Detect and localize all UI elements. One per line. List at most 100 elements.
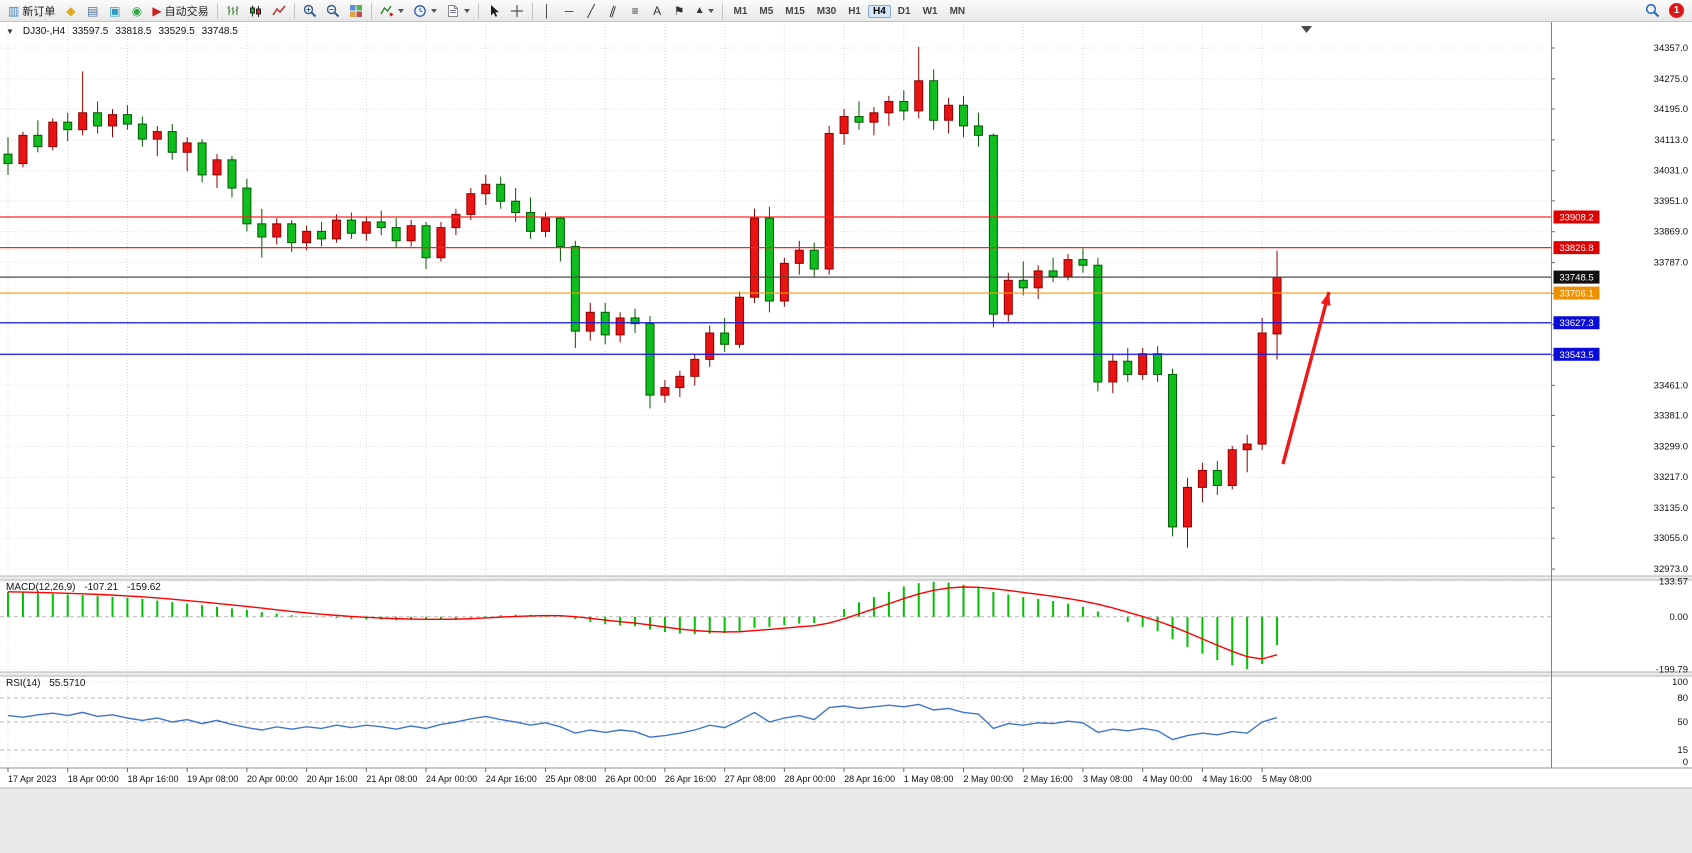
shapes-tool-button[interactable]: ▲	[691, 1, 719, 20]
trendline-tool-button[interactable]: ╱	[581, 1, 602, 20]
timeframe-button-mn[interactable]: MN	[949, 6, 966, 17]
market-watch-button[interactable]: ◆	[60, 1, 81, 20]
zoom-in-button[interactable]	[299, 1, 321, 20]
candle-body	[899, 100, 909, 112]
autotrading-button[interactable]: ▶ 自动交易	[148, 1, 212, 20]
macd-signal-line	[7, 586, 1278, 660]
price-tag-text: 33706.1	[1559, 289, 1593, 300]
candlestick-chart-icon	[249, 5, 261, 17]
candlestick-chart-button[interactable]	[245, 1, 267, 20]
timeframe-button-h1[interactable]: H1	[848, 6, 861, 17]
time-axis-label: 21 Apr 08:00	[366, 774, 417, 784]
templates-button[interactable]	[442, 1, 474, 20]
price-tick-label: 33381.0	[1654, 410, 1688, 421]
macd-scale-label: 0.00	[1670, 612, 1689, 623]
candle-body	[959, 104, 969, 127]
candle-body	[93, 112, 103, 127]
indicators-icon	[379, 5, 393, 16]
price-tick-label: 32973.0	[1654, 564, 1688, 575]
notification-badge[interactable]: 1	[1669, 3, 1684, 18]
candle-body	[137, 123, 147, 140]
price-tag-box	[1553, 347, 1600, 361]
time-axis-label: 27 Apr 08:00	[725, 774, 776, 784]
navigator-button[interactable]: ◉	[126, 1, 147, 20]
market-watch-icon: ◆	[66, 3, 76, 18]
one-click-trading-toggle-icon[interactable]: ▼	[6, 27, 14, 36]
candle-body	[660, 387, 670, 396]
candle-body	[809, 249, 819, 270]
price-tag-box	[1553, 316, 1600, 330]
candle-body	[570, 245, 580, 332]
chart-background	[0, 22, 1692, 788]
toolbar-separator	[477, 2, 479, 19]
candle-body	[824, 132, 834, 270]
price-chart-canvas[interactable]: 17 Apr 2023 18 Apr 00:00 18 Apr 16:00 19 Ap…	[0, 22, 1692, 853]
candle-body	[108, 114, 118, 127]
cursor-button[interactable]	[483, 1, 505, 20]
price-tag: 33706.1	[1553, 286, 1600, 300]
candle-body	[1212, 469, 1222, 486]
search-button[interactable]	[1641, 1, 1664, 20]
price-tag-text: 33627.3	[1559, 318, 1593, 329]
candle-body	[705, 332, 715, 360]
print-button[interactable]: ▤	[82, 1, 103, 20]
candle-body	[1033, 270, 1043, 289]
vertical-line-tool-button[interactable]: │	[537, 1, 558, 20]
price-tick-label: 34357.0	[1654, 43, 1688, 54]
new-order-button[interactable]: ▥ 新订单	[4, 1, 59, 20]
toolbar-separator	[531, 2, 533, 19]
periods-button[interactable]	[409, 1, 441, 20]
candle-body	[331, 219, 341, 240]
panel-separator[interactable]	[0, 576, 1692, 580]
price-tag-box	[1553, 286, 1600, 300]
label-tool-button[interactable]: ⚑	[669, 1, 690, 20]
tile-windows-button[interactable]	[345, 1, 367, 20]
timeframe-button-d1[interactable]: D1	[897, 6, 911, 17]
candle-body	[376, 221, 386, 229]
price-tick-label: 34275.0	[1654, 74, 1688, 85]
text-tool-button[interactable]: A	[647, 1, 668, 20]
candle-body	[1093, 264, 1103, 383]
macd-indicator-label: MACD(12,26,9) -107.21 -159.62	[6, 582, 167, 593]
candle-body	[540, 217, 550, 232]
horizontal-line-tool-button[interactable]: ─	[559, 1, 580, 20]
chart-shift-marker[interactable]	[1301, 26, 1312, 33]
candle-body	[346, 219, 356, 234]
rsi-name: RSI(14)	[6, 678, 41, 689]
indicators-button[interactable]	[376, 1, 408, 20]
time-axis-label: 4 May 00:00	[1143, 774, 1193, 784]
candle-body	[436, 227, 446, 259]
trend-arrow[interactable]	[1281, 291, 1331, 465]
candle-body	[884, 100, 894, 114]
timeframe-button-m15[interactable]: M15	[785, 6, 805, 17]
rsi-scale-label: 15	[1677, 745, 1688, 756]
bar-chart-button[interactable]	[222, 1, 244, 20]
candle-body	[555, 217, 565, 247]
line-chart-button[interactable]	[268, 1, 290, 20]
fibonacci-tool-button[interactable]: ≡	[625, 1, 646, 20]
timeframe-button-w1[interactable]: W1	[922, 6, 938, 17]
candle-body	[600, 311, 610, 336]
channel-tool-button[interactable]: ∥	[603, 1, 624, 20]
candle-body	[272, 223, 282, 238]
chevron-down-icon	[397, 8, 404, 13]
price-tag-text: 33826.8	[1559, 243, 1593, 254]
chevron-down-icon	[430, 8, 437, 13]
candle-body	[63, 121, 73, 131]
price-tick-label: 33217.0	[1654, 472, 1688, 483]
candle-body	[764, 217, 774, 302]
timeframe-button-m30[interactable]: M30	[816, 6, 837, 17]
time-axis-label: 26 Apr 00:00	[605, 774, 656, 784]
timeframe-button-m5[interactable]: M5	[759, 6, 774, 17]
timeframe-button-h4[interactable]: H4	[868, 5, 891, 18]
panel-separator[interactable]	[0, 672, 1692, 676]
candle-body	[1168, 373, 1178, 528]
rsi-scale-label: 80	[1677, 693, 1688, 704]
zoom-out-button[interactable]	[322, 1, 344, 20]
chart-window-button[interactable]: ▣	[104, 1, 125, 20]
timeframe-button-m1[interactable]: M1	[733, 6, 748, 17]
crosshair-button[interactable]	[506, 1, 528, 20]
candle-body	[1048, 270, 1058, 278]
candle-body	[1108, 360, 1118, 383]
search-icon	[1645, 3, 1660, 18]
